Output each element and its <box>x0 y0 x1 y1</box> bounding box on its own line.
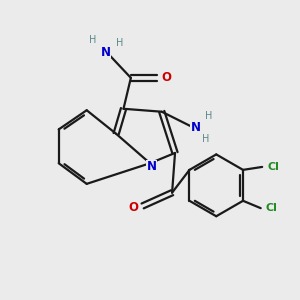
Text: H: H <box>116 38 123 48</box>
Text: H: H <box>89 35 96 46</box>
Text: O: O <box>128 201 138 214</box>
Text: N: N <box>190 122 201 134</box>
Text: Cl: Cl <box>267 162 279 172</box>
Text: H: H <box>202 134 209 144</box>
Text: N: N <box>101 46 111 59</box>
Text: Cl: Cl <box>266 203 278 213</box>
Text: O: O <box>162 71 172 84</box>
Text: N: N <box>146 160 157 173</box>
Text: H: H <box>205 111 213 121</box>
